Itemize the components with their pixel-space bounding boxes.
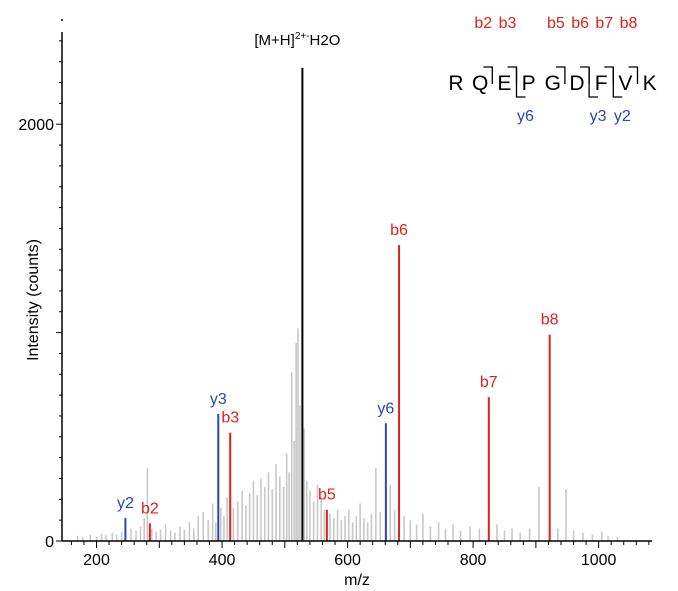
plot-area: [M+H]2+-H2O y2 b2 y3 b3 b5 y6 b6 b7 b8 0 2000 200 4… — [18, 19, 652, 589]
peak-label-b8: b8 — [541, 312, 559, 329]
x-tick-label: 200 — [83, 552, 110, 569]
y-ion-bracket — [612, 68, 623, 98]
b-ion-bracket — [628, 66, 639, 84]
b-ion-label: b5 — [547, 15, 565, 32]
y-tick-label: 0 — [45, 534, 54, 551]
b-ion-label: b2 — [474, 15, 492, 32]
x-tick-label: 400 — [209, 552, 236, 569]
peak-label-y3: y3 — [210, 391, 227, 408]
precursor-peak-label: [M+H]2+-H2O — [254, 31, 340, 49]
y-ion-bracket — [515, 68, 526, 98]
peptide-residue: Q — [472, 72, 488, 95]
peptide-residue: R — [448, 72, 463, 95]
axes: 0 2000 200 400 600 800 1000 — [18, 19, 652, 569]
x-axis-ticks: 200 400 600 800 1000 — [70, 541, 650, 569]
peak-label-b6: b6 — [390, 222, 408, 239]
b-ion-label: b8 — [620, 15, 638, 32]
background-peaks — [76, 328, 619, 541]
peptide-residue: V — [618, 72, 632, 95]
peptide-residue: G — [545, 72, 561, 95]
peptide-residue: E — [497, 72, 511, 95]
peak-label-b5: b5 — [318, 487, 336, 504]
y-ion-label: y6 — [517, 108, 534, 125]
y-ion-label: y2 — [614, 108, 631, 125]
peptide-residue: P — [522, 72, 536, 95]
peak-label-b7: b7 — [480, 374, 498, 391]
peptide-residue: D — [569, 72, 584, 95]
y-axis-label: Intensity (counts) — [25, 239, 42, 361]
peptide-residue: F — [595, 72, 608, 95]
b-ion-label: b3 — [499, 15, 517, 32]
x-tick-label: 800 — [460, 552, 487, 569]
y-axis-top-mark — [61, 19, 63, 21]
peak-label-y2: y2 — [117, 495, 134, 512]
peak-label-y6: y6 — [377, 400, 394, 417]
x-axis-label: m/z — [344, 572, 370, 589]
peak-label-b3: b3 — [221, 410, 239, 427]
b-ion-bracket — [555, 66, 566, 84]
peptide-residue: K — [643, 72, 657, 95]
b-ion-label: b7 — [595, 15, 613, 32]
y-ion-label: y3 — [590, 108, 607, 125]
b-ion-label: b6 — [571, 15, 589, 32]
annotated-peaks: [M+H]2+-H2O y2 b2 y3 b3 b5 y6 b6 b7 b8 — [117, 31, 559, 541]
y-tick-label: 2000 — [18, 117, 54, 134]
x-tick-label: 600 — [334, 552, 361, 569]
y-ion-bracket — [588, 68, 599, 98]
y-axis-ticks: 0 2000 — [18, 40, 62, 551]
peak-label-b2: b2 — [141, 500, 159, 517]
x-tick-label: 1000 — [581, 552, 617, 569]
peptide-fragment-map: R Q E P G D F V Kb2 b3 b5 b6 b7 b8 y6 y3 y2 — [448, 15, 656, 125]
b-ion-bracket — [483, 66, 493, 84]
